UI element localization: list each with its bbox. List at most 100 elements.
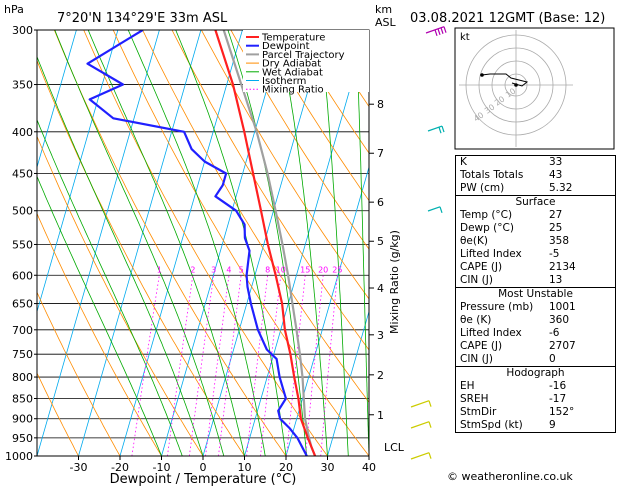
hodograph-section-title: Hodograph bbox=[456, 367, 615, 380]
mixing-ratio-label: 15 bbox=[300, 265, 310, 274]
km-tick-label: 1 bbox=[377, 409, 384, 422]
index-label: Lifted Index bbox=[460, 327, 522, 340]
index-value: 9 bbox=[549, 419, 611, 432]
copyright-footer: © weatheronline.co.uk bbox=[447, 470, 573, 483]
dry-adiabat-line bbox=[54, 30, 286, 456]
hpa-axis-unit: hPa bbox=[4, 3, 24, 16]
mixing-ratio-line bbox=[167, 275, 193, 456]
index-value: 358 bbox=[549, 235, 611, 248]
mixing-ratio-label: 1 bbox=[157, 265, 162, 274]
x-tick-label: -30 bbox=[70, 461, 88, 474]
index-label: Pressure (mb) bbox=[460, 301, 533, 314]
index-value: 5.32 bbox=[549, 182, 611, 195]
surface-row: Dewp (°C)25 bbox=[456, 222, 615, 235]
wind-barb bbox=[428, 207, 442, 213]
mixing-ratio-label: 10 bbox=[276, 265, 286, 274]
index-label: EH bbox=[460, 380, 475, 393]
pressure-tick-label: 350 bbox=[12, 79, 33, 92]
mixing-ratio-label: 2 bbox=[190, 265, 195, 274]
unstable-row: Lifted Index -6 bbox=[456, 327, 615, 340]
index-label: Dewp (°C) bbox=[460, 222, 514, 235]
wind-barbs bbox=[411, 27, 446, 459]
index-value: 2707 bbox=[549, 340, 611, 353]
x-tick-label: 30 bbox=[321, 461, 335, 474]
pressure-tick-label: 750 bbox=[12, 348, 33, 361]
hodograph-unit: kt bbox=[460, 32, 470, 43]
most-unstable-section: Most Unstable Pressure (mb) 1001 θe (K) 36… bbox=[456, 287, 615, 366]
pressure-tick-label: 850 bbox=[12, 392, 33, 405]
index-value: 152° bbox=[549, 406, 611, 419]
index-value: -16 bbox=[549, 380, 611, 393]
mixing-ratio-label: 4 bbox=[226, 265, 231, 274]
lcl-label: LCL bbox=[384, 441, 405, 454]
hodo-row: EH -16 bbox=[456, 380, 615, 393]
wet-adiabat-line bbox=[320, 30, 348, 456]
station-location-title: 7°20'N 134°29'E 33m ASL bbox=[57, 11, 228, 26]
pressure-tick-label: 650 bbox=[12, 298, 33, 311]
index-value: -5 bbox=[549, 248, 611, 261]
pressure-tick-label: 500 bbox=[12, 205, 33, 218]
index-label: θe(K) bbox=[460, 235, 488, 248]
mixing-ratio-label: 5 bbox=[239, 265, 244, 274]
index-label: CAPE (J) bbox=[460, 261, 502, 274]
km-tick-label: 3 bbox=[377, 329, 384, 342]
unstable-row: θe (K) 360 bbox=[456, 314, 615, 327]
index-label: CIN (J) bbox=[460, 353, 493, 366]
mixing-ratio-line bbox=[206, 275, 230, 456]
mixing-ratio-label: 8 bbox=[265, 265, 270, 274]
index-value: 2134 bbox=[549, 261, 611, 274]
x-axis-title: Dewpoint / Temperature (°C) bbox=[110, 472, 297, 486]
pressure-tick-label: 550 bbox=[12, 238, 33, 251]
index-row-totals: Totals Totals 43 bbox=[456, 169, 615, 182]
x-tick-label: 40 bbox=[362, 461, 376, 474]
pressure-tick-label: 400 bbox=[12, 126, 33, 139]
index-row-k: K 33 bbox=[456, 156, 615, 169]
surface-row: CIN (J)13 bbox=[456, 274, 615, 287]
index-label: CIN (J) bbox=[460, 274, 493, 287]
asl-axis-unit: ASL bbox=[375, 16, 397, 29]
mixing-ratio-label: 25 bbox=[332, 265, 342, 274]
unstable-row: Pressure (mb) 1001 bbox=[456, 301, 615, 314]
index-row-pw: PW (cm) 5.32 bbox=[456, 182, 615, 195]
wind-barb bbox=[411, 422, 431, 428]
pressure-tick-label: 800 bbox=[12, 371, 33, 384]
surface-row: θe(K) 358 bbox=[456, 235, 615, 248]
index-label: Lifted Index bbox=[460, 248, 522, 261]
pressure-tick-label: 1000 bbox=[5, 450, 33, 463]
index-label: Totals Totals bbox=[460, 169, 523, 182]
index-label: PW (cm) bbox=[460, 182, 504, 195]
wind-barb bbox=[426, 27, 446, 36]
dry-adiabat-line bbox=[113, 30, 369, 456]
index-label: StmSpd (kt) bbox=[460, 419, 523, 432]
surface-section-title: Surface bbox=[456, 196, 615, 209]
index-value: 1001 bbox=[549, 301, 611, 314]
index-label: K bbox=[460, 156, 467, 169]
wind-barb bbox=[411, 401, 431, 407]
km-tick-label: 4 bbox=[377, 282, 384, 295]
km-tick-label: 6 bbox=[377, 196, 384, 209]
index-value: 0 bbox=[549, 353, 611, 366]
most-unstable-section-title: Most Unstable bbox=[456, 288, 615, 301]
mixing-ratio-label: 3 bbox=[211, 265, 216, 274]
index-label: θe (K) bbox=[460, 314, 491, 327]
km-tick-label: 2 bbox=[377, 369, 384, 382]
index-value: 360 bbox=[549, 314, 611, 327]
indices-top: K 33 Totals Totals 43 PW (cm) 5.32 bbox=[456, 156, 615, 195]
index-value: -6 bbox=[549, 327, 611, 340]
index-value: 33 bbox=[549, 156, 611, 169]
isotherm-line bbox=[79, 30, 201, 456]
pressure-tick-label: 700 bbox=[12, 324, 33, 337]
index-value: 43 bbox=[549, 169, 611, 182]
km-tick-label: 8 bbox=[377, 98, 384, 111]
surface-section: Surface Temp (°C)27 Dewp (°C)25 θe(K) 358… bbox=[456, 195, 615, 287]
pressure-tick-label: 600 bbox=[12, 269, 33, 282]
surface-row: Temp (°C)27 bbox=[456, 209, 615, 222]
surface-row: Lifted Index -5 bbox=[456, 248, 615, 261]
km-tick-label: 5 bbox=[377, 235, 384, 248]
index-value: 27 bbox=[549, 209, 611, 222]
